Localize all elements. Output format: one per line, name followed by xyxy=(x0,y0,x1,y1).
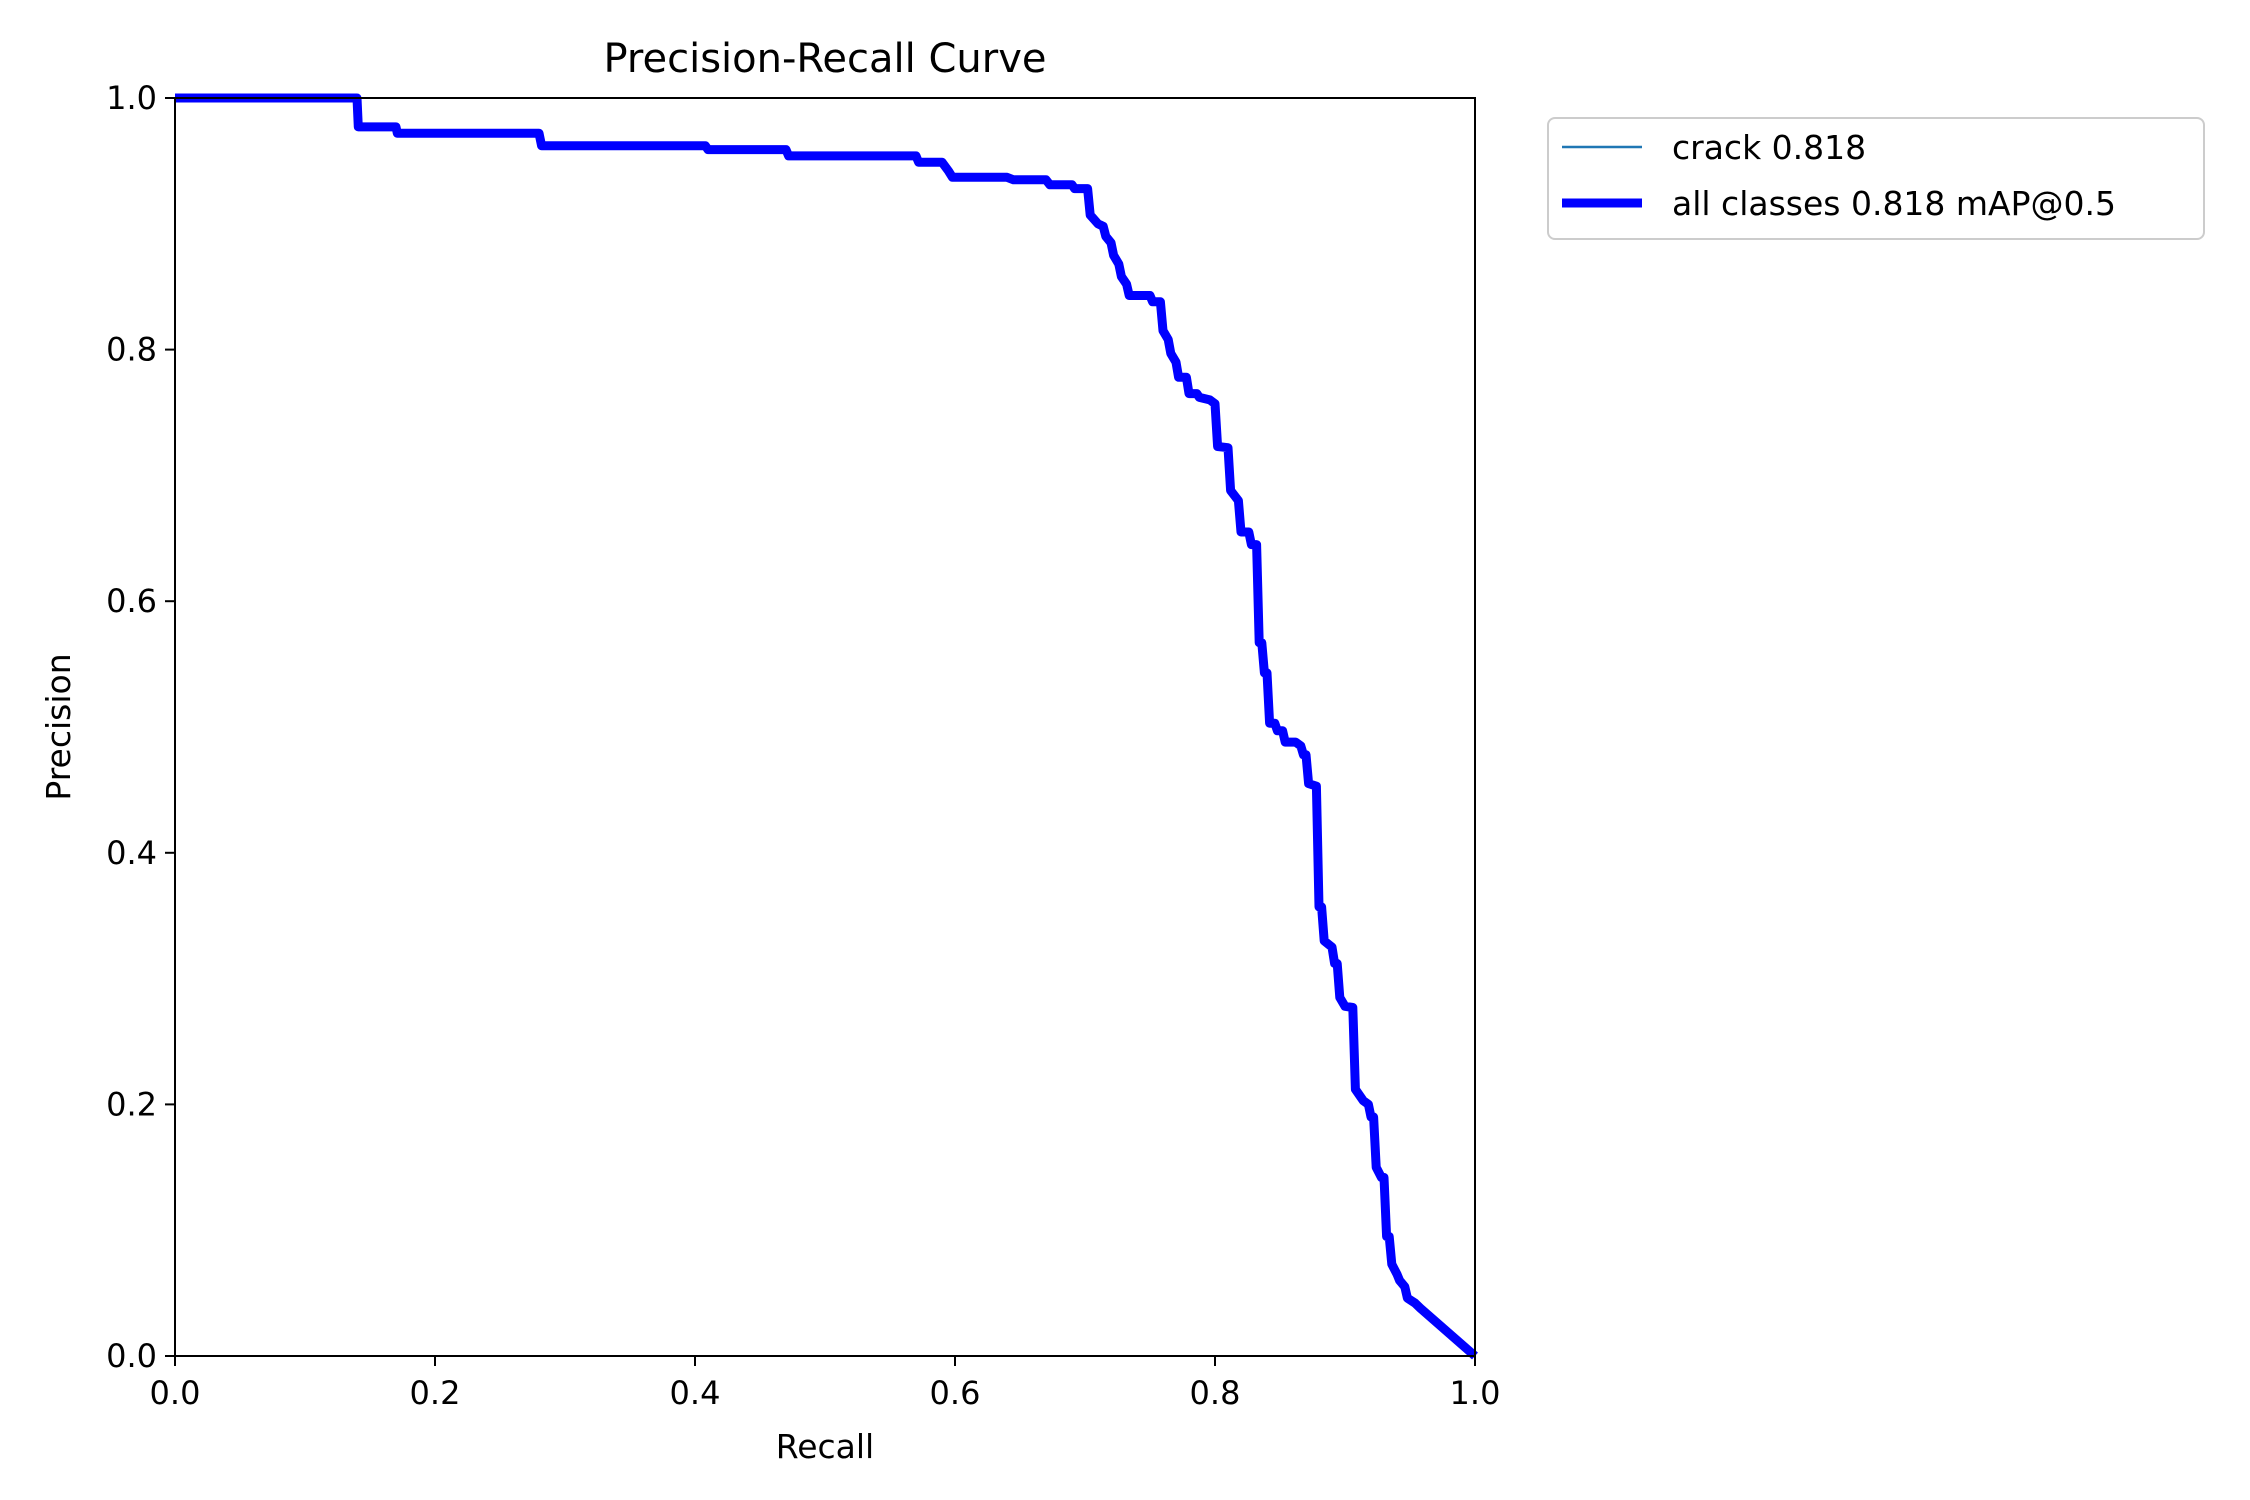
legend-label-crack: crack 0.818 xyxy=(1672,128,1866,167)
chart-title: Precision-Recall Curve xyxy=(604,36,1047,82)
y-axis: 0.0 0.2 0.4 0.6 0.8 1.0 xyxy=(106,79,175,1375)
legend-box xyxy=(1547,117,2205,240)
series-line-all-classes xyxy=(175,93,1478,1360)
y-tick-label: 1.0 xyxy=(106,79,157,117)
y-tick-label: 0.0 xyxy=(106,1337,157,1375)
y-tick-label: 0.6 xyxy=(106,582,157,620)
plot-area xyxy=(175,98,1475,1356)
plot-frame xyxy=(174,97,1476,1357)
legend: crack 0.818 all classes 0.818 mAP@0.5 xyxy=(1547,117,2205,240)
y-tick-label: 0.4 xyxy=(106,834,157,872)
x-axis-label: Recall xyxy=(776,1427,874,1466)
x-tick-label: 1.0 xyxy=(1450,1374,1501,1412)
x-tick-label: 0.0 xyxy=(150,1374,201,1412)
x-tick-label: 0.8 xyxy=(1190,1374,1241,1412)
x-tick-label: 0.6 xyxy=(930,1374,981,1412)
x-tick-label: 0.2 xyxy=(410,1374,461,1412)
y-tick-label: 0.2 xyxy=(106,1085,157,1123)
x-axis: 0.0 0.2 0.4 0.6 0.8 1.0 xyxy=(150,1356,1501,1412)
legend-label-all-classes: all classes 0.818 mAP@0.5 xyxy=(1672,184,2116,223)
x-tick-label: 0.4 xyxy=(670,1374,721,1412)
series-layer xyxy=(175,93,1478,1360)
y-axis-label: Precision xyxy=(39,653,78,800)
y-tick-label: 0.8 xyxy=(106,331,157,369)
